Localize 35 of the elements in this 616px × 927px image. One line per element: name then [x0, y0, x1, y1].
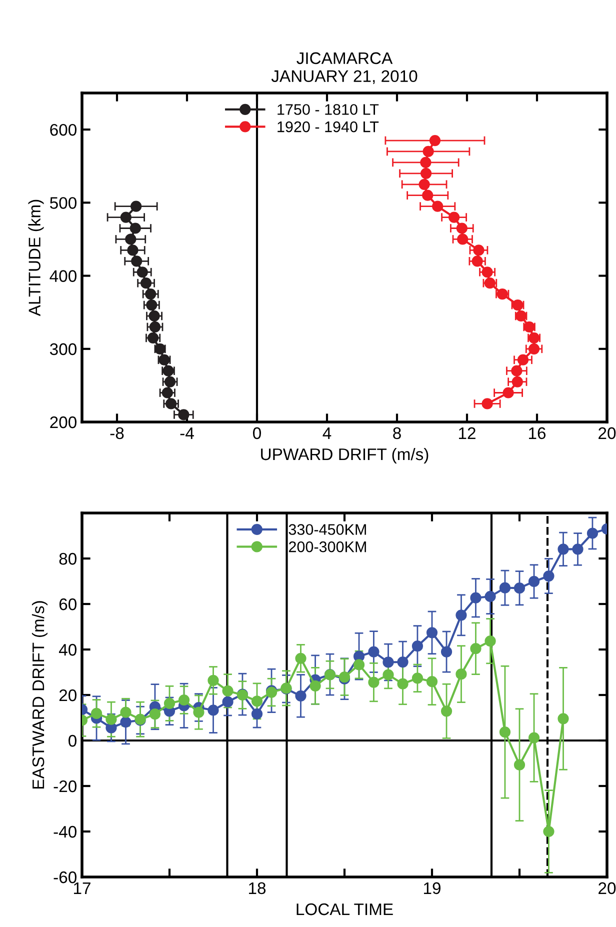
x-tick-label: 17	[74, 882, 90, 894]
y-tick-label: 0	[68, 734, 76, 747]
x-tick-label: -4	[180, 427, 194, 439]
y-tick-label: 200	[50, 416, 76, 428]
y-tick-label: 40	[58, 644, 76, 656]
y-tick-label: 500	[50, 197, 76, 209]
y-axis-title: ALTITUDE (km)	[28, 200, 44, 316]
chart-subtitle: JANUARY 21, 2010	[271, 70, 418, 84]
legend-label: 1750 - 1810 LT	[278, 104, 379, 115]
y-tick-label: 80	[59, 552, 76, 565]
x-tick-label: 0	[253, 427, 261, 440]
legend-label: 200-300KM	[288, 541, 366, 552]
x-tick-label: -8	[110, 427, 124, 440]
x-tick-label: 18	[249, 882, 266, 894]
legend-label: 330-450KM	[288, 524, 366, 535]
y-tick-label: -20	[54, 780, 76, 792]
x-tick-label: 4	[322, 427, 332, 439]
y-tick-label: 400	[50, 270, 76, 282]
y-tick-label: -60	[54, 871, 76, 884]
x-axis-title: UPWARD DRIFT (m/s)	[261, 448, 428, 464]
x-axis-title: LOCAL TIME	[296, 903, 393, 916]
x-tick-label: 20	[598, 882, 616, 894]
y-tick-label: -40	[54, 826, 76, 838]
y-tick-label: 600	[50, 124, 76, 136]
x-tick-label: 8	[393, 427, 401, 440]
x-tick-label: 12	[459, 427, 476, 439]
y-axis-title: EASTWARD DRIFT (m/s)	[32, 601, 48, 789]
y-tick-label: 60	[59, 598, 76, 610]
chart-title: JICAMARCA	[296, 52, 393, 64]
x-tick-label: 16	[529, 427, 546, 440]
x-tick-label: 19	[424, 882, 440, 894]
legend-label: 1920 - 1940 LT	[278, 121, 379, 132]
y-tick-label: 20	[59, 689, 76, 702]
x-tick-label: 20	[598, 427, 616, 440]
y-tick-label: 300	[50, 343, 76, 356]
